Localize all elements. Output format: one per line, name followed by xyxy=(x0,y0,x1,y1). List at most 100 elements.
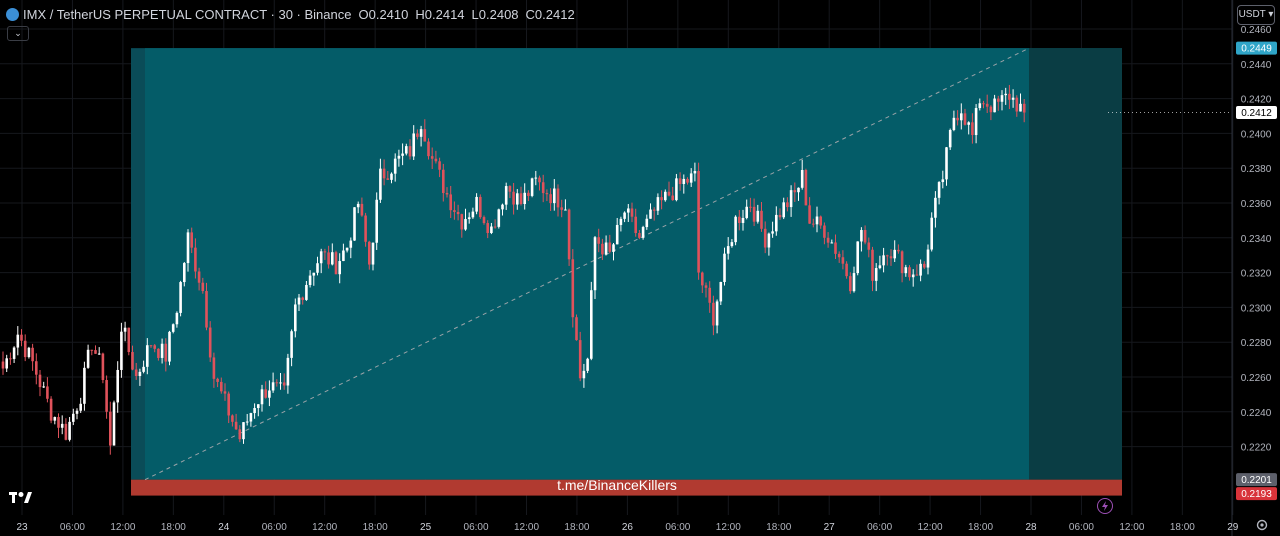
candle xyxy=(131,352,134,370)
x-tick-label: 26 xyxy=(622,522,634,533)
candle xyxy=(35,361,38,375)
x-tick-label: 18:00 xyxy=(968,522,993,533)
candle xyxy=(112,402,116,446)
candle xyxy=(908,267,911,278)
candle xyxy=(786,202,789,208)
candle xyxy=(660,197,663,201)
candle xyxy=(630,208,634,217)
candle xyxy=(671,195,674,201)
open-value: 0.2410 xyxy=(368,6,409,22)
candle xyxy=(460,214,464,230)
candle xyxy=(493,226,497,228)
x-tick-label: 12:00 xyxy=(110,522,135,533)
candle xyxy=(360,203,364,216)
candle xyxy=(371,242,375,265)
candle xyxy=(245,421,249,423)
imx-coin-icon xyxy=(6,7,19,21)
candle xyxy=(978,103,982,109)
gear-icon[interactable] xyxy=(1256,519,1268,531)
candle xyxy=(1022,103,1026,113)
candle xyxy=(197,271,201,283)
candle xyxy=(249,413,253,422)
candle xyxy=(201,282,205,292)
candle xyxy=(101,353,105,381)
candle xyxy=(105,380,108,412)
x-tick-label: 06:00 xyxy=(1069,522,1094,533)
candle xyxy=(223,391,227,394)
candle xyxy=(512,191,515,205)
candle xyxy=(601,243,604,255)
x-tick-label: 18:00 xyxy=(1170,522,1195,533)
stop-loss-label-bg xyxy=(1236,487,1277,501)
candle xyxy=(290,331,293,358)
candle xyxy=(593,237,597,291)
candle xyxy=(430,156,434,159)
candle xyxy=(575,317,578,341)
candle xyxy=(86,349,90,368)
candle xyxy=(60,423,64,428)
candle xyxy=(220,381,223,392)
symbol-title[interactable]: IMX / TetherUS PERPETUAL CONTRACT · 30 ·… xyxy=(23,6,352,22)
candle xyxy=(597,237,600,244)
candle xyxy=(401,153,404,156)
candle xyxy=(179,282,182,313)
y-tick-label: 0.2300 xyxy=(1241,303,1272,314)
candle xyxy=(974,108,978,136)
y-tick-label: 0.2260 xyxy=(1241,373,1272,384)
candle xyxy=(364,215,367,242)
tradingview-logo[interactable] xyxy=(9,491,33,505)
candle xyxy=(175,312,179,325)
candle xyxy=(471,211,475,218)
candle xyxy=(434,158,438,162)
y-tick-label: 0.2220 xyxy=(1241,443,1272,454)
candle xyxy=(334,252,338,275)
x-tick-label: 18:00 xyxy=(564,522,589,533)
candle xyxy=(53,417,57,421)
candle xyxy=(68,421,71,440)
candle xyxy=(623,212,626,219)
candle xyxy=(427,141,430,157)
candle xyxy=(504,186,508,205)
candle xyxy=(586,358,589,371)
x-tick-label: 29 xyxy=(1227,522,1239,533)
close-label: C xyxy=(525,6,535,22)
candle xyxy=(719,281,723,302)
candle xyxy=(634,216,637,234)
candle xyxy=(534,177,538,179)
candle xyxy=(937,182,941,198)
chevron-down-icon[interactable]: ⌄ xyxy=(7,26,29,41)
lightning-icon[interactable] xyxy=(1097,498,1113,514)
x-tick-label: 18:00 xyxy=(363,522,388,533)
chart-header: IMX / TetherUS PERPETUAL CONTRACT · 30 ·… xyxy=(6,5,575,23)
candle xyxy=(9,358,12,360)
candle xyxy=(134,369,138,377)
trend-line-dashed xyxy=(144,47,1030,481)
candle xyxy=(763,228,767,248)
x-tick-label: 27 xyxy=(824,522,836,533)
candle xyxy=(715,301,719,326)
candle xyxy=(826,237,830,243)
candle xyxy=(282,382,286,386)
open-label: O xyxy=(358,6,369,22)
candle xyxy=(149,345,153,347)
candle xyxy=(682,178,686,185)
candle xyxy=(686,178,689,183)
candle xyxy=(967,122,970,125)
candle xyxy=(856,241,859,274)
candle xyxy=(564,209,567,211)
x-tick-label: 06:00 xyxy=(867,522,892,533)
candle xyxy=(142,366,145,372)
candle xyxy=(397,155,401,159)
candle xyxy=(208,327,212,358)
candle xyxy=(12,347,16,359)
candle xyxy=(386,178,390,180)
currency-selector[interactable]: USDT ▾ xyxy=(1237,5,1275,25)
y-tick-label: 0.2360 xyxy=(1241,199,1272,210)
candle xyxy=(305,284,308,300)
x-tick-label: 23 xyxy=(16,522,28,533)
candle xyxy=(268,390,271,398)
y-tick-label: 0.2340 xyxy=(1241,234,1272,245)
candle xyxy=(782,202,785,218)
candle xyxy=(242,422,245,440)
